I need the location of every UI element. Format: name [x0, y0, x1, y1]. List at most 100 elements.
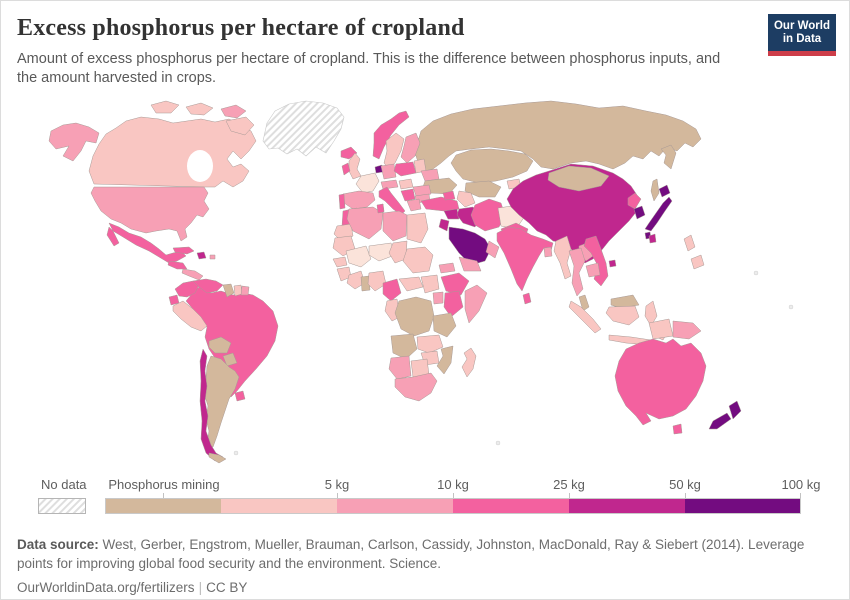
country-russia[interactable] — [414, 100, 702, 172]
country-belarus[interactable] — [420, 168, 440, 182]
country-hainan[interactable] — [608, 259, 617, 268]
country-hispaniola[interactable] — [196, 251, 207, 260]
country-sumatra[interactable] — [568, 300, 602, 334]
country-mongolia[interactable] — [547, 165, 610, 192]
country-sri-lanka[interactable] — [522, 292, 532, 305]
country-saudi-arabia[interactable] — [448, 226, 492, 266]
country-guyana[interactable] — [222, 283, 235, 298]
country-kamchatka[interactable] — [660, 144, 677, 170]
country-bolivia[interactable] — [208, 336, 232, 354]
country-finland[interactable] — [400, 132, 421, 164]
country-suriname[interactable] — [233, 284, 243, 297]
country-australia[interactable] — [614, 338, 707, 426]
country-sakhalin[interactable] — [650, 178, 660, 202]
country-west-africa-coast[interactable] — [346, 270, 366, 290]
country-bangladesh[interactable] — [543, 246, 553, 258]
country-zambia[interactable] — [416, 334, 444, 354]
country-yemen[interactable] — [458, 256, 482, 272]
legend-segment-0-5kg[interactable] — [221, 498, 337, 514]
country-poland[interactable] — [393, 161, 417, 177]
country-central-america-north[interactable] — [167, 260, 188, 270]
country-kazakhstan[interactable] — [450, 148, 534, 184]
legend-segment-5-10kg[interactable] — [337, 498, 453, 514]
country-somalia[interactable] — [464, 284, 488, 324]
country-puerto-rico[interactable] — [209, 254, 216, 260]
country-niger[interactable] — [368, 242, 396, 262]
country-ethiopia[interactable] — [440, 272, 470, 296]
country-central-african-rep[interactable] — [398, 276, 424, 292]
country-angola[interactable] — [390, 333, 418, 360]
country-nigeria[interactable] — [367, 270, 387, 292]
country-united-kingdom[interactable] — [348, 152, 362, 180]
country-norway[interactable] — [372, 110, 410, 160]
country-vietnam[interactable] — [583, 235, 609, 287]
country-baffin[interactable] — [225, 116, 255, 136]
owid-logo[interactable]: Our World in Data — [768, 14, 836, 56]
legend-segment-10-25kg[interactable] — [453, 498, 569, 514]
country-alaska[interactable] — [48, 122, 100, 162]
country-germany[interactable] — [380, 163, 397, 180]
country-malay-peninsula[interactable] — [578, 294, 590, 312]
country-egypt[interactable] — [406, 212, 429, 244]
country-mozambique[interactable] — [436, 345, 454, 375]
country-uzbekistan[interactable] — [464, 180, 502, 198]
country-madagascar[interactable] — [461, 347, 477, 378]
country-uganda[interactable] — [432, 291, 444, 305]
country-spain[interactable] — [342, 190, 376, 210]
country-japan-honshu[interactable] — [644, 196, 673, 232]
country-tanzania[interactable] — [432, 312, 457, 338]
country-ghana[interactable] — [360, 275, 371, 292]
country-south-korea[interactable] — [633, 205, 646, 220]
country-india[interactable] — [496, 226, 554, 292]
country-turkmenistan[interactable] — [456, 190, 476, 208]
country-south-africa[interactable] — [394, 372, 438, 402]
country-south-sudan[interactable] — [420, 274, 440, 294]
country-arctic-islands-3[interactable] — [220, 104, 247, 119]
country-china[interactable] — [506, 163, 638, 264]
country-sulawesi[interactable] — [644, 300, 658, 327]
country-french-guiana[interactable] — [240, 285, 250, 296]
country-baja[interactable] — [106, 226, 120, 247]
country-chad[interactable] — [388, 240, 408, 264]
country-myanmar[interactable] — [553, 235, 572, 280]
country-hungary[interactable] — [398, 178, 414, 190]
country-peru[interactable] — [172, 300, 208, 332]
country-algeria[interactable] — [346, 206, 384, 240]
country-new-zealand-north[interactable] — [728, 400, 742, 420]
country-romania[interactable] — [412, 184, 432, 197]
world-map[interactable] — [1, 96, 850, 474]
country-greece[interactable] — [406, 198, 422, 212]
country-tasmania[interactable] — [672, 423, 683, 435]
country-tierra-del-fuego[interactable] — [208, 452, 227, 464]
country-cameroon[interactable] — [382, 278, 402, 302]
country-sudan[interactable] — [402, 246, 434, 274]
country-arctic-islands-1[interactable] — [150, 100, 180, 114]
country-japan-hokkaido[interactable] — [658, 184, 671, 198]
country-new-zealand-south[interactable] — [708, 412, 732, 430]
country-czech-austria[interactable] — [380, 179, 399, 190]
country-iran[interactable] — [470, 198, 506, 232]
country-senegal[interactable] — [332, 256, 348, 268]
country-indonesia-borneo[interactable] — [605, 305, 640, 326]
country-ireland[interactable] — [341, 162, 351, 176]
country-paraguay[interactable] — [222, 352, 238, 367]
country-kenya[interactable] — [443, 290, 464, 318]
country-philippines-mindanao[interactable] — [690, 254, 705, 270]
country-namibia[interactable] — [388, 355, 412, 380]
country-france[interactable] — [355, 172, 380, 194]
country-cuba[interactable] — [172, 246, 195, 255]
license-label[interactable]: CC BY — [206, 580, 248, 596]
country-north-korea[interactable] — [627, 192, 642, 210]
country-libya[interactable] — [382, 210, 408, 242]
country-mali[interactable] — [345, 245, 372, 268]
legend-segment-50-100kg[interactable] — [685, 498, 801, 514]
country-drc[interactable] — [394, 296, 435, 337]
country-greenland[interactable] — [262, 100, 345, 157]
country-syria[interactable] — [443, 208, 460, 220]
country-taiwan[interactable] — [648, 233, 657, 244]
country-oman[interactable] — [485, 240, 500, 259]
country-uruguay[interactable] — [234, 390, 246, 402]
country-jordan-israel[interactable] — [438, 218, 450, 232]
country-arctic-islands-2[interactable] — [185, 102, 214, 116]
country-portugal[interactable] — [338, 193, 346, 210]
